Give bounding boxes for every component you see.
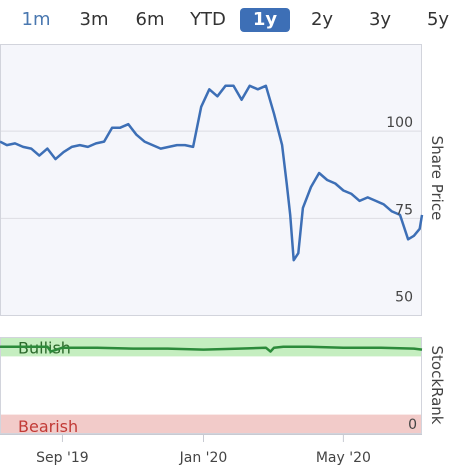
price-y-tick-label: 75 [395, 202, 413, 218]
price-panel: 100 75 50 Share Price [0, 44, 446, 316]
rank-plot-frame [0, 337, 422, 434]
range-ytd-button[interactable]: YTD [190, 9, 226, 30]
range-2y-button[interactable]: 2y [310, 9, 334, 30]
rank-y-tick-labels: 0 [408, 417, 417, 433]
price-series-line [0, 84, 424, 262]
x-axis: Sep '19 Jan '20 May '20 [0, 434, 422, 466]
price-y-axis-title: Share Price [428, 136, 446, 221]
price-y-tick-labels: 100 75 50 [386, 115, 413, 305]
range-1m-button[interactable]: 1m [21, 9, 51, 30]
rank-panel: Bullish Bearish 0 StockRank [0, 337, 446, 436]
x-tick-label: Sep '19 [36, 450, 89, 466]
x-tick-label: Jan '20 [179, 450, 228, 466]
range-5y-button[interactable]: 5y [426, 9, 450, 30]
price-y-tick-label: 50 [395, 290, 413, 306]
bearish-band [0, 414, 422, 434]
rank-y-axis-title: StockRank [428, 346, 446, 425]
rank-series-line [0, 345, 423, 353]
price-plot-area [0, 44, 422, 316]
range-selector: 1m 3m 6m YTD 1y 2y 3y 5y [0, 0, 463, 40]
bearish-band-label: Bearish [18, 417, 78, 436]
range-3y-button[interactable]: 3y [368, 9, 392, 30]
price-y-tick-label: 100 [386, 115, 413, 131]
rank-y-tick-label: 0 [408, 417, 417, 433]
price-gridlines [0, 130, 422, 219]
bullish-band [0, 337, 422, 357]
price-plot-frame [0, 44, 422, 316]
x-tick-label: May '20 [316, 450, 371, 466]
range-6m-button[interactable]: 6m [135, 9, 165, 30]
range-3m-button[interactable]: 3m [79, 9, 109, 30]
range-1y-button[interactable]: 1y [240, 8, 290, 32]
